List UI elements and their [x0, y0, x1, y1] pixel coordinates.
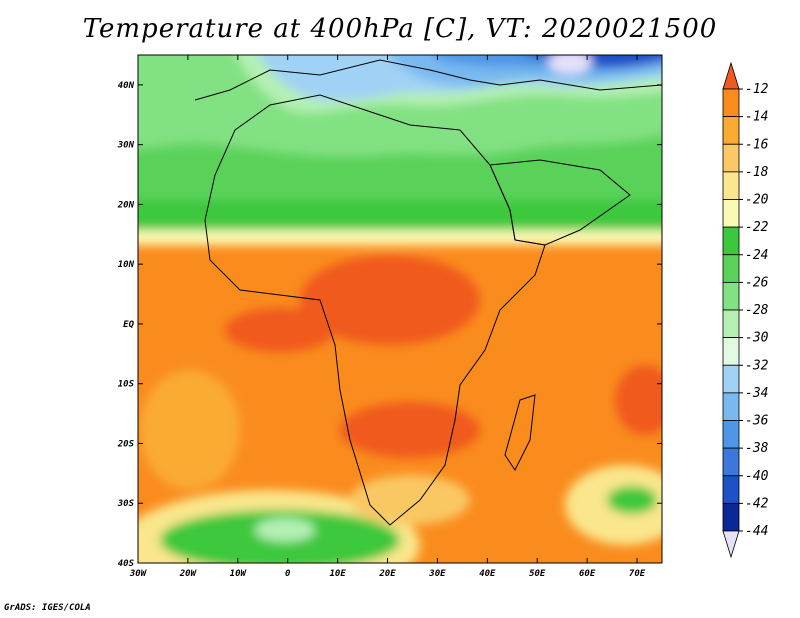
south-patch-minus-28 [255, 518, 315, 542]
colorbar-swatch [722, 502, 740, 532]
warm-patch-west [225, 308, 335, 352]
chart-title: Temperature at 400hPa [C], VT: 202002150… [82, 14, 718, 44]
lat-tick-label: 10N [118, 260, 135, 270]
lat-tick-label: EQ [123, 320, 134, 330]
se-patch-minus-24 [607, 486, 657, 514]
colorbar-swatch [722, 475, 740, 504]
band-minus-44 [548, 55, 592, 74]
lon-tick-label: 30E [428, 569, 446, 579]
lon-tick-label: 30W [129, 569, 148, 579]
colorbar-swatch [722, 364, 740, 394]
colorbar-level-label: -24 [745, 248, 768, 263]
latitude-axis: 40N 30N 20N 10N EQ 10S 20S 30S 40S [117, 81, 662, 569]
temperature-field [138, 55, 662, 563]
colorbar-level-label: -42 [745, 496, 769, 511]
colorbar-level-label: -16 [745, 137, 769, 152]
colorbar-swatch [722, 143, 740, 173]
colorbar-swatch [722, 171, 740, 200]
colorbar-swatch [722, 88, 740, 118]
colorbar-level-label: -20 [745, 193, 769, 208]
colorbar-level-label: -18 [745, 165, 769, 180]
lat-tick-label: 20S [117, 439, 135, 449]
colorbar-swatch [722, 309, 740, 339]
europe-coastline [194, 59, 662, 101]
colorbar-swatch [722, 447, 740, 477]
colorbar-swatch [722, 116, 740, 145]
lat-tick-label: 20N [117, 200, 135, 210]
lon-tick-label: 20W [179, 569, 198, 579]
lon-tick-label: 60E [579, 569, 596, 579]
grads-credit: GrADS: IGES/COLA [4, 603, 91, 613]
africa-coastline [204, 94, 546, 526]
colorbar-level-label: -22 [745, 220, 769, 235]
warm-patch-east [615, 365, 662, 435]
lon-tick-label: 0 [285, 569, 291, 579]
warm-patch-central [300, 255, 480, 345]
mild-patch-south-africa [350, 475, 470, 525]
mild-patch-atlantic [140, 370, 240, 490]
lat-tick-label: 30S [117, 499, 135, 509]
colorbar-swatch [722, 226, 740, 256]
lon-tick-label: 50E [529, 569, 546, 579]
lon-tick-label: 20E [378, 569, 396, 579]
colorbar-top-arrow [722, 61, 740, 90]
colorbar-level-label: -12 [745, 82, 769, 97]
lat-tick-label: 30N [117, 141, 135, 151]
colorbar-level-label: -32 [745, 358, 769, 373]
colorbar-level-label: -34 [745, 386, 768, 401]
warm-patch-south [340, 402, 480, 458]
lon-tick-label: 10W [230, 569, 248, 579]
colorbar-level-label: -28 [745, 303, 769, 318]
lon-tick-label: 40E [479, 569, 496, 579]
colorbar: -12 -14 -16 -18 -20 -22 -24 -26 -28 -30 -32 -34 -36 -… [722, 61, 769, 559]
colorbar-level-label: -14 [745, 110, 768, 125]
colorbar-level-label: -40 [745, 469, 769, 484]
lat-tick-label: 10S [118, 380, 135, 390]
colorbar-level-label: -30 [745, 331, 769, 346]
colorbar-swatch [722, 281, 740, 311]
colorbar-level-label: -44 [745, 524, 768, 539]
plot-frame [137, 54, 663, 564]
colorbar-bottom-arrow [722, 530, 740, 559]
colorbar-swatch [722, 254, 740, 283]
colorbar-swatch [722, 337, 740, 366]
lat-tick-label: 40S [118, 559, 135, 569]
colorbar-level-label: -26 [745, 275, 769, 290]
colorbar-swatch [722, 392, 740, 421]
colorbar-swatch [722, 420, 740, 449]
colorbar-level-label: -38 [745, 441, 769, 456]
madagascar-coastline [504, 394, 536, 471]
arabia-coastline [489, 159, 631, 246]
colorbar-level-label: -36 [745, 414, 769, 429]
lon-tick-label: 70E [629, 569, 646, 579]
lat-tick-label: 40N [118, 81, 135, 91]
colorbar-swatch [722, 199, 740, 228]
longitude-axis: 30W 20W 10W 0 10E 20E 30E 40E 50E 60E 70E [129, 55, 646, 579]
coastlines [194, 59, 662, 526]
lon-tick-label: 10E [329, 569, 346, 579]
